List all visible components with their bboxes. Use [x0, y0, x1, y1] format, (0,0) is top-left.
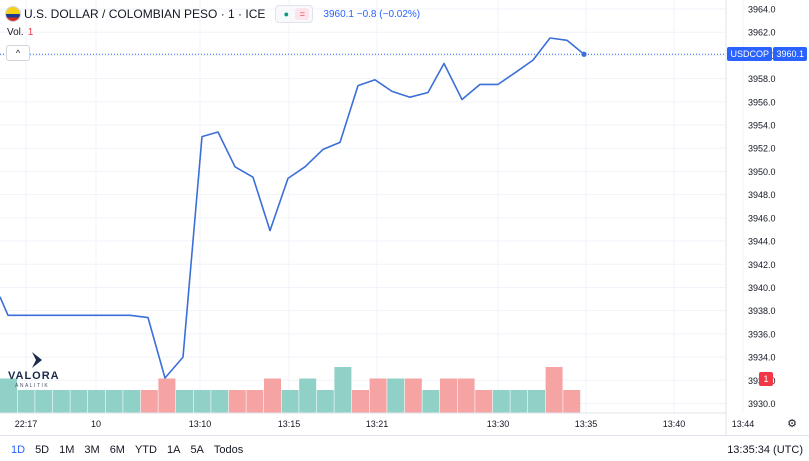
volume-bar — [475, 390, 493, 413]
price-tick-label: 3934.0 — [748, 353, 776, 363]
volume-bar — [281, 390, 299, 413]
volume-bar — [88, 390, 105, 413]
volume-bar — [158, 378, 176, 413]
range-button-todos[interactable]: Todos — [213, 444, 244, 456]
logo-name: VALORA — [8, 370, 60, 382]
price-tick-label: 3940.0 — [748, 283, 776, 293]
range-button-3m[interactable]: 3M — [84, 444, 100, 456]
time-tick-label: 13:10 — [189, 419, 212, 429]
volume-bar — [563, 390, 581, 413]
price-tick-label: 3954.0 — [748, 121, 776, 131]
volume-scale-tag: 1 — [759, 372, 773, 386]
volume-bar — [140, 390, 158, 413]
price-scale[interactable]: 3964.03962.03960.03958.03956.03954.03952… — [725, 0, 776, 435]
logo-mark-icon — [32, 352, 42, 368]
volume-label: Vol. — [7, 27, 24, 38]
market-dot-icon: ● — [283, 9, 290, 19]
volume-bar — [404, 378, 422, 413]
utc-clock[interactable]: 13:35:34 (UTC) — [727, 444, 803, 456]
time-tick-label: 13:30 — [487, 419, 510, 429]
time-tick-label: 13:40 — [663, 419, 686, 429]
volume-bar — [492, 390, 510, 413]
volume-value: 1 — [27, 27, 34, 38]
volume-bar — [510, 390, 528, 413]
range-button-5a[interactable]: 5A — [190, 444, 204, 456]
symbol-price-tag: USDCOP — [727, 47, 772, 61]
volume-bar — [105, 390, 123, 413]
time-tick-label: 22:17 — [15, 419, 38, 429]
collapse-legend-button[interactable]: ^ — [6, 45, 30, 61]
volume-bar — [352, 390, 369, 413]
volume-bar — [52, 390, 70, 413]
price-tick-label: 3930.0 — [748, 399, 776, 409]
settings-gear-icon[interactable]: ⚙ — [787, 418, 797, 430]
volume-bar — [334, 367, 352, 413]
symbol-title[interactable]: U.S. DOLLAR / COLOMBIAN PESO · 1 · ICE — [24, 7, 266, 21]
time-tick-label: 13:21 — [366, 419, 389, 429]
price-tick-label: 3944.0 — [748, 237, 776, 247]
range-button-ytd[interactable]: YTD — [134, 444, 157, 456]
range-selector[interactable]: 1D 5D 1M 3M 6M YTD 1A 5A Todos — [11, 444, 243, 456]
time-tick-label: 13:35 — [575, 419, 598, 429]
price-tick-label: 3956.0 — [748, 97, 776, 107]
last-quote: 3960.1 −0.8 (−0.02%) — [323, 8, 421, 20]
range-button-5d[interactable]: 5D — [35, 444, 50, 456]
price-series-line — [0, 37, 585, 379]
price-tick-label: 3952.0 — [748, 144, 776, 154]
equal-icon: = — [295, 8, 310, 20]
price-line-layer — [0, 37, 726, 379]
volume-bar — [316, 390, 334, 413]
chart-header: U.S. DOLLAR / COLOMBIAN PESO · 1 · ICE ●… — [0, 0, 420, 28]
price-tick-label: 3948.0 — [748, 190, 776, 200]
volume-legend: Vol. 1 — [7, 27, 33, 38]
volume-bar — [35, 390, 53, 413]
last-price-point — [581, 51, 587, 57]
volume-bar — [264, 378, 281, 413]
time-tick-label: 13:15 — [278, 419, 301, 429]
last-price-label: 3960.1 — [773, 47, 807, 61]
price-tick-label: 3942.0 — [748, 260, 776, 270]
range-button-6m[interactable]: 6M — [109, 444, 125, 456]
volume-bar — [528, 390, 545, 413]
price-tick-label: 3938.0 — [748, 306, 776, 316]
price-tick-label: 3936.0 — [748, 329, 776, 339]
volume-bar — [545, 367, 563, 413]
footer-bar: 1D 5D 1M 3M 6M YTD 1A 5A Todos 13:35:34 (UTC) — [0, 435, 809, 461]
time-tick-label: 10 — [91, 419, 101, 429]
time-axis[interactable]: 22:17 10 13:10 13:15 13:21 13:30 13:35 13:40 13:… — [0, 412, 755, 429]
volume-bar — [0, 378, 17, 413]
range-button-1d[interactable]: 1D — [11, 444, 26, 456]
price-tick-label: 3962.0 — [748, 28, 776, 38]
chart-grid — [0, 0, 744, 413]
logo-sub: ANALITIK — [15, 383, 50, 389]
time-tick-label: 13:44 — [732, 419, 755, 429]
volume-bar — [299, 378, 317, 413]
status-pill[interactable]: ● = — [275, 5, 314, 23]
volume-bar — [70, 390, 88, 413]
volume-bar — [228, 390, 246, 413]
price-tick-label: 3946.0 — [748, 213, 776, 223]
volume-bar — [387, 378, 405, 413]
volume-bar — [123, 390, 141, 413]
volume-bar — [440, 378, 457, 413]
volume-bar — [369, 378, 387, 413]
volume-bar — [176, 390, 193, 413]
price-tick-label: 3964.0 — [748, 5, 776, 15]
chevron-up-icon: ^ — [15, 48, 21, 58]
range-button-1a[interactable]: 1A — [166, 444, 181, 456]
price-tick-label: 3950.0 — [748, 167, 776, 177]
volume-bar — [17, 390, 35, 413]
range-button-1m[interactable]: 1M — [59, 444, 75, 456]
flag-us-co-icon — [6, 7, 20, 21]
volume-bar — [457, 378, 475, 413]
volume-bar — [193, 390, 211, 413]
volume-bars — [0, 367, 581, 413]
price-chart[interactable]: 3964.03962.03960.03958.03956.03954.03952… — [0, 0, 809, 435]
volume-bar — [246, 390, 264, 413]
volume-bar — [422, 390, 440, 413]
volume-bar — [211, 390, 229, 413]
price-tick-label: 3958.0 — [748, 74, 776, 84]
